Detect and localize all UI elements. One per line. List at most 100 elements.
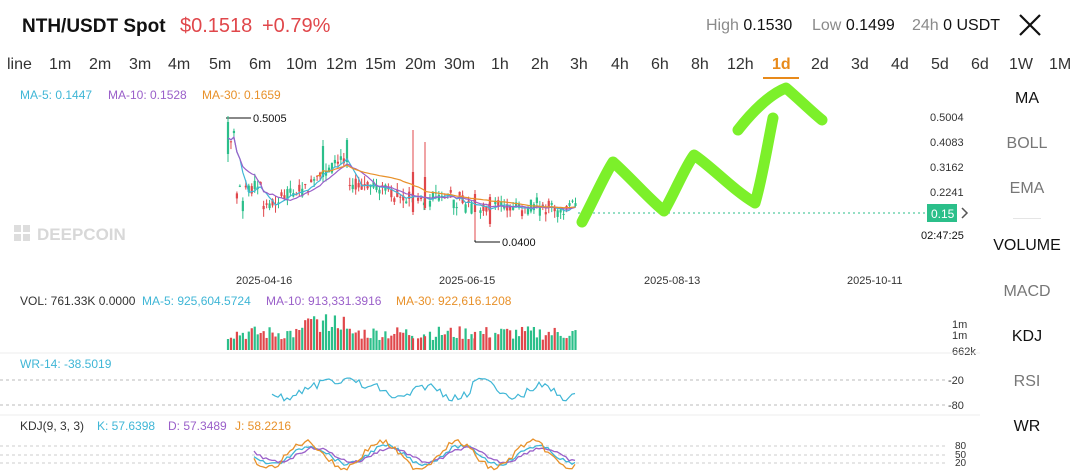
close-icon[interactable] bbox=[1017, 12, 1043, 38]
current-price-tag-text: 0.15 bbox=[931, 207, 955, 221]
volume-bar bbox=[526, 326, 530, 350]
timeframe-5m[interactable]: 5m bbox=[209, 56, 232, 73]
timeframe-5d[interactable]: 5d bbox=[931, 56, 949, 73]
volume-bar bbox=[452, 336, 455, 350]
indicator-rsi[interactable]: RSI bbox=[1013, 373, 1041, 390]
low-stat: Low 0.1499 bbox=[812, 17, 895, 35]
timeframe-2h[interactable]: 2h bbox=[531, 56, 549, 73]
timeframe-12h[interactable]: 12h bbox=[727, 56, 754, 73]
timeframe-3m[interactable]: 3m bbox=[129, 56, 152, 73]
timeframe-line[interactable]: line bbox=[7, 56, 32, 73]
volume-bar bbox=[235, 331, 239, 350]
volume-bar bbox=[369, 338, 372, 350]
candle-body bbox=[253, 180, 256, 190]
volume-bar bbox=[348, 328, 351, 350]
indicator-volume[interactable]: VOLUME bbox=[993, 237, 1061, 254]
candle-body bbox=[393, 198, 396, 202]
timeframe-1m[interactable]: 1m bbox=[49, 56, 72, 73]
indicator-wr[interactable]: WR bbox=[1013, 418, 1041, 435]
indicator-macd[interactable]: MACD bbox=[1003, 283, 1051, 300]
volume-bar bbox=[449, 327, 452, 350]
candle-body bbox=[235, 193, 239, 199]
timeframe-20m[interactable]: 20m bbox=[405, 56, 437, 73]
timeframe-4d[interactable]: 4d bbox=[891, 56, 909, 73]
pair-title[interactable]: NTH/USDT Spot bbox=[22, 16, 166, 37]
volume-bar bbox=[295, 328, 298, 350]
volume-bar bbox=[556, 332, 559, 350]
candle-body bbox=[419, 198, 423, 200]
volume-axis-label: 662k bbox=[952, 346, 976, 358]
candle-body bbox=[500, 201, 503, 206]
volume-bar bbox=[301, 327, 304, 350]
volume-bar bbox=[467, 339, 470, 350]
kdj-k-line bbox=[253, 443, 576, 467]
candle-body bbox=[470, 203, 473, 214]
timeframe-6m[interactable]: 6m bbox=[249, 56, 272, 73]
candle-body bbox=[416, 197, 420, 201]
volume-bar bbox=[538, 329, 541, 350]
timeframe-30m[interactable]: 30m bbox=[444, 56, 476, 73]
indicator-ema[interactable]: EMA bbox=[1009, 180, 1045, 197]
chevron-right-icon[interactable] bbox=[961, 207, 969, 219]
volume-bar bbox=[321, 320, 325, 350]
candle-body bbox=[345, 140, 349, 162]
candle-body bbox=[428, 200, 432, 207]
timeframe-4m[interactable]: 4m bbox=[168, 56, 191, 73]
volume-bar bbox=[550, 335, 553, 350]
candle-body bbox=[378, 189, 381, 194]
candle-body bbox=[336, 161, 339, 164]
timeframe-8h[interactable]: 8h bbox=[691, 56, 709, 73]
candle-body bbox=[520, 210, 524, 217]
volume-legend-vol: VOL: 761.33K 0.0000 bbox=[20, 294, 136, 308]
candle-body bbox=[405, 201, 408, 204]
candle-body bbox=[479, 210, 482, 213]
timeframe-3h[interactable]: 3h bbox=[570, 56, 588, 73]
timeframe-1h[interactable]: 1h bbox=[491, 56, 509, 73]
volume-bar bbox=[339, 329, 342, 350]
volume-bar bbox=[366, 337, 369, 350]
timeframe-1M[interactable]: 1M bbox=[1049, 56, 1072, 73]
timeframe-15m[interactable]: 15m bbox=[365, 56, 397, 73]
volume-bar bbox=[274, 336, 277, 350]
volume-bar bbox=[345, 328, 349, 350]
indicator-ma[interactable]: MA bbox=[1015, 90, 1039, 107]
ma10-line bbox=[227, 136, 576, 211]
candle-body bbox=[574, 203, 577, 206]
candle-body bbox=[553, 207, 556, 212]
indicator-kdj[interactable]: KDJ bbox=[1011, 328, 1043, 345]
candle-body bbox=[304, 184, 307, 186]
timeframe-6d[interactable]: 6d bbox=[971, 56, 989, 73]
candle-body bbox=[562, 213, 565, 216]
timeframe-6h[interactable]: 6h bbox=[651, 56, 669, 73]
volume-bar bbox=[393, 333, 396, 350]
candle-body bbox=[399, 196, 402, 198]
candle-body bbox=[514, 202, 518, 206]
timeframe-4h[interactable]: 4h bbox=[611, 56, 629, 73]
timeframe-1d[interactable]: 1d bbox=[772, 56, 791, 73]
kdj-axis-label: 80 bbox=[955, 441, 967, 452]
volume-bar bbox=[357, 330, 360, 350]
kdj-j-line bbox=[253, 438, 576, 471]
candle-body bbox=[339, 156, 342, 160]
candle-body bbox=[354, 178, 357, 190]
volume-bar bbox=[529, 330, 533, 350]
timeframe-2d[interactable]: 2d bbox=[811, 56, 829, 73]
candle-body bbox=[283, 195, 286, 199]
indicator-boll[interactable]: BOLL bbox=[1006, 135, 1048, 152]
moving-average-lines bbox=[227, 136, 576, 212]
chart-area[interactable]: MA-5: 0.1447 MA-10: 0.1528 MA-30: 0.1659… bbox=[0, 82, 980, 474]
timeframe-1W[interactable]: 1W bbox=[1009, 56, 1033, 73]
candle-body bbox=[568, 203, 571, 206]
volume-bar bbox=[437, 326, 440, 350]
candle-body bbox=[268, 203, 271, 209]
timeframe-12m[interactable]: 12m bbox=[326, 56, 358, 73]
timeframe-3d[interactable]: 3d bbox=[851, 56, 869, 73]
volume-bar bbox=[482, 333, 485, 350]
timeframe-2m[interactable]: 2m bbox=[89, 56, 112, 73]
menu-divider bbox=[1013, 218, 1041, 219]
volume-bar bbox=[336, 328, 339, 350]
candle-body bbox=[289, 188, 292, 193]
candle-body bbox=[316, 175, 319, 177]
candle-body bbox=[541, 204, 544, 207]
timeframe-10m[interactable]: 10m bbox=[286, 56, 318, 73]
